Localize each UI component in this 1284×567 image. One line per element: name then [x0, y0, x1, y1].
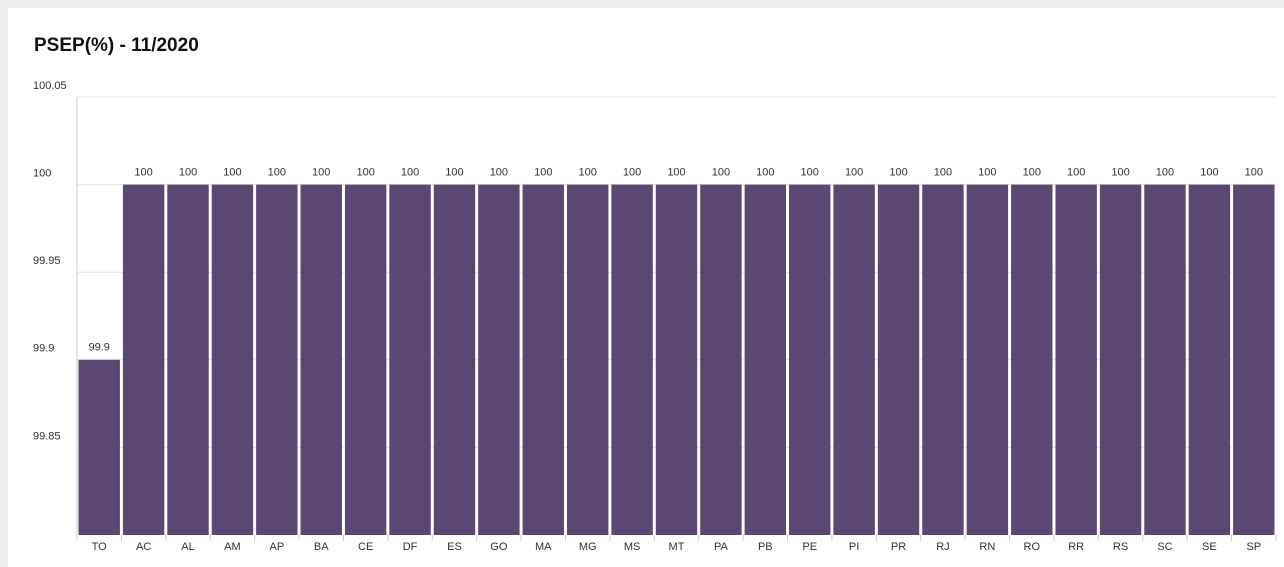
value-label: 100 [934, 167, 952, 179]
y-tick-label: 99.85 [33, 430, 61, 442]
y-tick-label: 100.05 [33, 80, 67, 92]
x-tick-label: AM [224, 541, 241, 553]
bar [1144, 184, 1186, 535]
x-tick-label: BA [314, 541, 329, 553]
value-label: 100 [712, 167, 730, 179]
value-label: 100 [1111, 167, 1129, 179]
value-label: 100 [445, 167, 463, 179]
value-label: 100 [756, 167, 774, 179]
x-tick-label: ES [447, 541, 462, 553]
x-tick-label: PA [714, 541, 729, 553]
bar [122, 184, 165, 535]
value-label: 100 [312, 167, 330, 179]
bar [922, 184, 964, 535]
bar [966, 184, 1009, 535]
value-label: 100 [134, 167, 152, 179]
x-tick-label: PR [891, 541, 906, 553]
value-label: 100 [179, 167, 197, 179]
bar [744, 184, 787, 535]
bar [433, 184, 476, 535]
x-tick-label: PE [802, 541, 817, 553]
x-tick-label: RS [1113, 541, 1128, 553]
x-tick-label: PI [849, 541, 859, 553]
bar [789, 184, 831, 535]
x-tick-label: AC [136, 541, 151, 553]
bar [167, 184, 209, 535]
x-tick-label: MG [579, 541, 597, 553]
value-label: 100 [801, 167, 819, 179]
bar [344, 184, 387, 535]
x-tick-label: AP [269, 541, 284, 553]
x-tick-label: AL [181, 541, 194, 553]
x-tick-label: MT [669, 541, 685, 553]
value-label: 100 [268, 167, 286, 179]
bar [211, 184, 254, 535]
x-tick-label: MA [535, 541, 552, 553]
value-label: 100 [1067, 167, 1085, 179]
bar [1055, 184, 1097, 535]
value-label: 100 [667, 167, 685, 179]
x-tick-label: PB [758, 541, 773, 553]
x-tick-label: RJ [936, 541, 949, 553]
value-label: 100 [356, 167, 374, 179]
y-tick-label: 100 [33, 168, 51, 180]
bar [1233, 184, 1275, 535]
value-label: 100 [490, 167, 508, 179]
x-tick-label: SC [1157, 541, 1172, 553]
value-label: 100 [534, 167, 552, 179]
bar [877, 184, 920, 535]
value-label: 99.9 [88, 342, 109, 354]
x-tick-label: RO [1024, 541, 1041, 553]
bar [389, 184, 431, 535]
bar [566, 184, 609, 535]
bar [1099, 184, 1142, 535]
bar [256, 184, 298, 535]
bar [611, 184, 653, 535]
x-tick-label: RN [979, 541, 995, 553]
x-tick-label: DF [403, 541, 418, 553]
bar [78, 359, 120, 535]
y-tick-label: 99.9 [33, 343, 54, 355]
bar [700, 184, 742, 535]
bar [655, 184, 698, 535]
x-tick-label: SE [1202, 541, 1217, 553]
value-label: 100 [579, 167, 597, 179]
value-label: 100 [889, 167, 907, 179]
x-tick-label: CE [358, 541, 373, 553]
value-label: 100 [1200, 167, 1218, 179]
value-label: 100 [978, 167, 996, 179]
value-label: 100 [401, 167, 419, 179]
bar [300, 184, 342, 535]
x-tick-label: MS [624, 541, 641, 553]
chart-title: PSEP(%) - 11/2020 [34, 35, 199, 56]
y-tick-label: 99.95 [33, 255, 61, 267]
value-label: 100 [845, 167, 863, 179]
bar [1011, 184, 1053, 535]
value-label: 100 [1023, 167, 1041, 179]
value-label: 100 [1245, 167, 1263, 179]
value-label: 100 [223, 167, 241, 179]
value-label: 100 [623, 167, 641, 179]
bar [522, 184, 564, 535]
bar [1188, 184, 1231, 535]
x-tick-label: GO [490, 541, 508, 553]
x-tick-label: TO [92, 541, 108, 553]
x-tick-label: SP [1246, 541, 1261, 553]
bar [478, 184, 520, 535]
value-label: 100 [1156, 167, 1174, 179]
x-tick-label: RR [1068, 541, 1084, 553]
bar [833, 184, 875, 535]
